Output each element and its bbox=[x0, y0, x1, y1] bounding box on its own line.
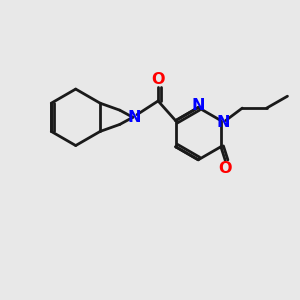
Text: O: O bbox=[152, 72, 165, 87]
Text: N: N bbox=[217, 115, 230, 130]
Text: O: O bbox=[219, 160, 232, 175]
Text: N: N bbox=[128, 110, 141, 125]
Text: N: N bbox=[191, 98, 205, 113]
